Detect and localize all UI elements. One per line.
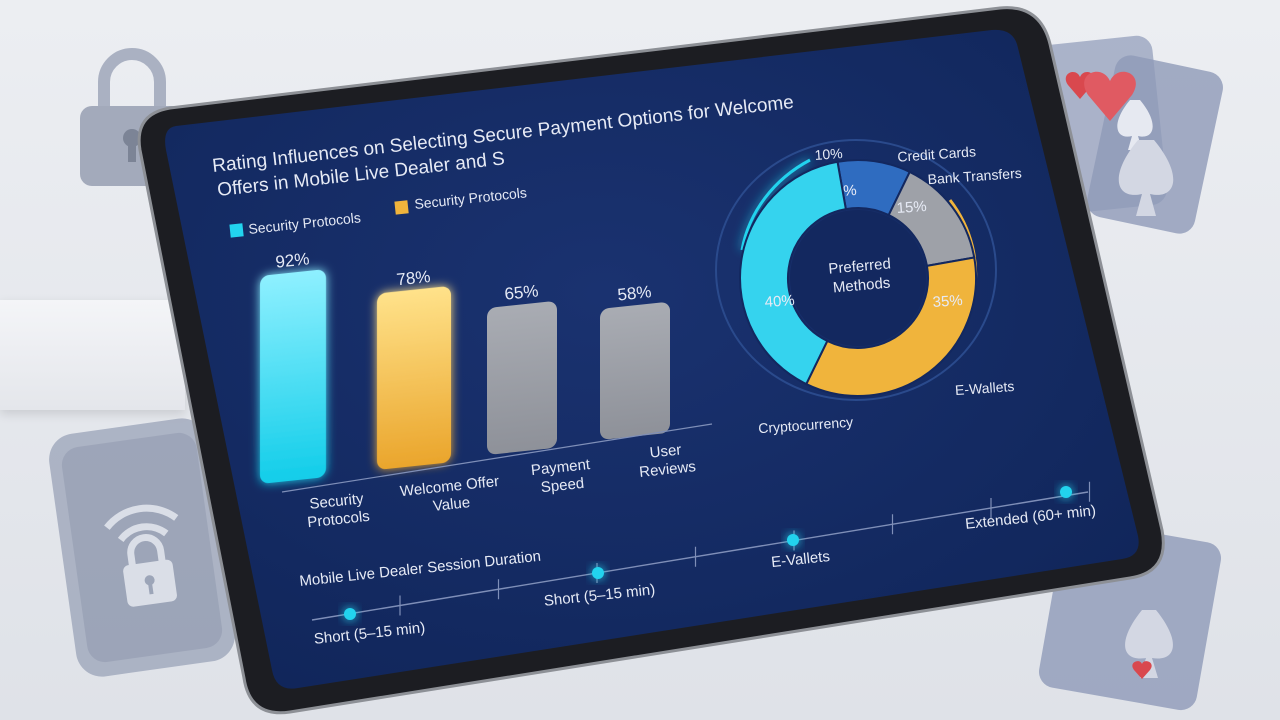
donut-slice	[804, 256, 977, 397]
donut-outer-label: 10%	[814, 145, 843, 163]
desk-ledge	[0, 300, 185, 410]
bar-value-label: 78%	[396, 267, 432, 289]
x-tick-label: Speed	[540, 475, 585, 496]
x-axis-line	[281, 423, 713, 493]
x-tick-label: Protocols	[307, 508, 371, 531]
timeline-point	[592, 567, 604, 579]
slice-name-label: Credit Cards	[897, 143, 977, 164]
bar	[600, 302, 670, 440]
x-tick-label: Payment	[530, 456, 591, 479]
bar-value-label: 65%	[504, 281, 540, 303]
slice-value-label: 35%	[932, 292, 963, 311]
phone-decoration	[45, 415, 239, 680]
timeline-point	[787, 534, 799, 546]
x-tick-label: Value	[432, 494, 471, 515]
timeline-point-label: E-Vallets	[770, 548, 830, 571]
bar	[260, 269, 326, 484]
x-tick-label: Security	[309, 490, 365, 513]
bar	[377, 286, 451, 470]
timeline-point	[344, 608, 356, 620]
bar-value-label: 92%	[275, 249, 311, 271]
bar	[487, 301, 557, 455]
donut-accent-arc	[740, 158, 811, 251]
slice-name-label: E-Wallets	[954, 378, 1014, 398]
donut-center-label: Preferred	[828, 255, 892, 277]
timeline-axis	[311, 491, 1089, 621]
bar-value-label: 58%	[617, 282, 653, 304]
card-suits-decoration	[1065, 71, 1174, 679]
legend-swatch	[394, 200, 409, 215]
donut-center-label: Methods	[832, 275, 891, 297]
slice-value-label: 15%	[896, 198, 927, 217]
donut-hole	[790, 210, 926, 346]
x-tick-label: User	[649, 441, 682, 461]
wifi-lock-icon	[104, 504, 179, 607]
slice-name-label: Bank Transfers	[927, 165, 1022, 188]
x-tick-label: Reviews	[638, 458, 696, 481]
legend-swatch	[229, 223, 244, 238]
donut-slice	[739, 160, 848, 386]
donut-outer-ring	[715, 139, 997, 401]
slice-name-label: Cryptocurrency	[758, 414, 854, 437]
timeline-point	[1060, 486, 1072, 498]
slice-value-label: 40%	[764, 292, 795, 311]
